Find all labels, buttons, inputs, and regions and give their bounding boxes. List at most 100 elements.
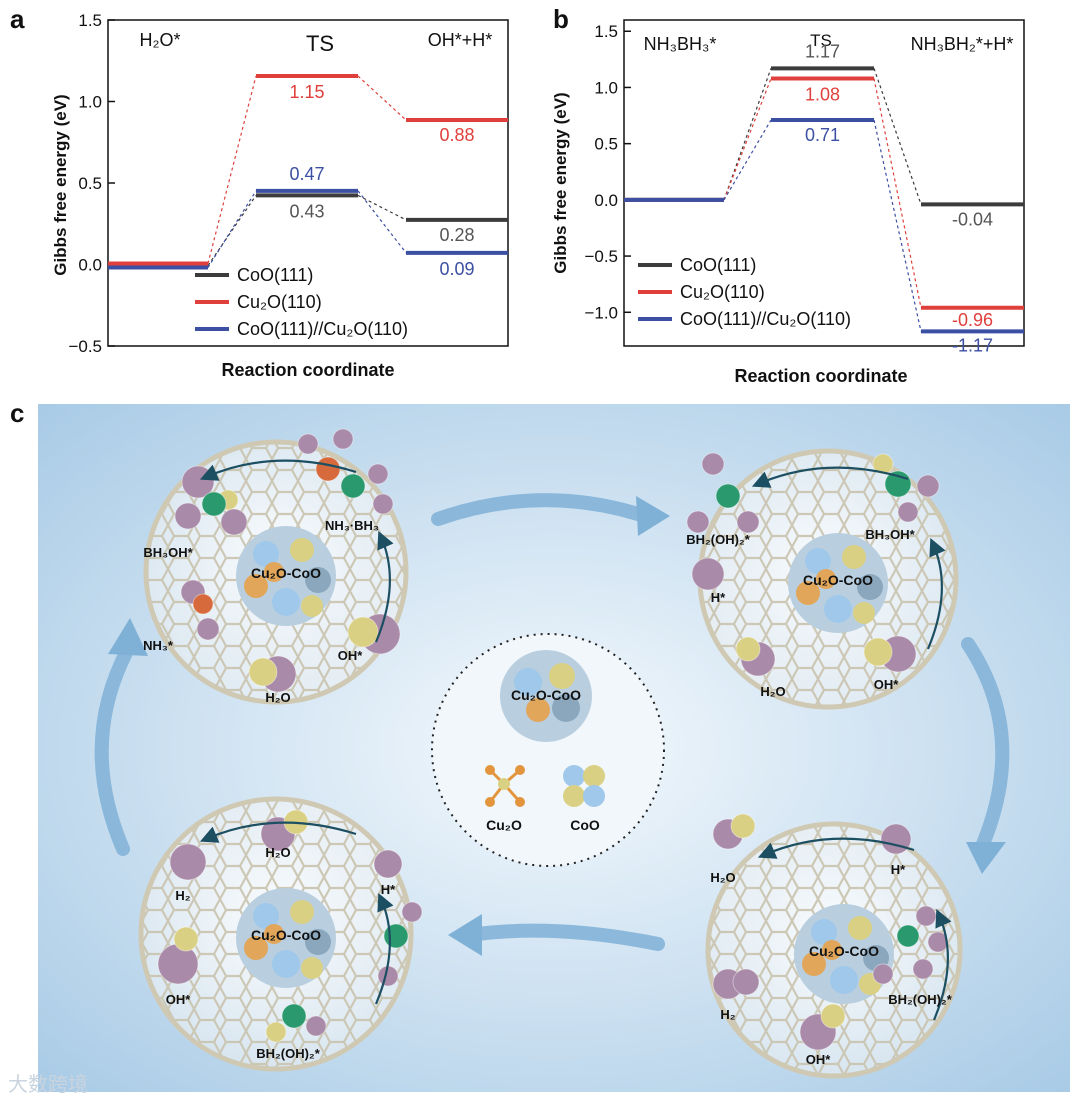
cycle-arrows	[94, 493, 1010, 951]
cluster-atom	[824, 595, 852, 623]
cluster-atom	[805, 548, 831, 574]
connector	[357, 75, 407, 121]
legend-entry: Cu₂O(110)	[237, 292, 322, 312]
cluster-atom	[802, 952, 826, 976]
atom-b	[896, 924, 920, 948]
y-tick-label: 0.0	[78, 256, 102, 275]
connector	[207, 195, 257, 266]
cluster-atom	[796, 581, 820, 605]
atom-b	[281, 1003, 307, 1029]
cluster-atom	[305, 567, 331, 593]
data-label: -0.96	[952, 310, 993, 330]
atom-h	[401, 901, 423, 923]
atom-h	[220, 508, 248, 536]
cluster-atom	[290, 538, 314, 562]
atom-h	[927, 931, 949, 953]
coo-legend-label: CoO	[570, 817, 600, 833]
legend-entry: CoO(111)	[680, 255, 756, 275]
cluster	[794, 904, 894, 1004]
arrow-top	[431, 493, 645, 526]
arrowhead-right	[966, 842, 1006, 874]
chart-b-ylabel: Gibbs free energy (eV)	[551, 92, 570, 273]
data-label: 1.15	[289, 82, 324, 102]
cluster-atom	[305, 929, 331, 955]
cage-tr: Cu₂O-CoO BH₂(OH)₂* BH₃OH* H* H₂O OH*	[686, 448, 959, 710]
atom-h	[701, 452, 725, 476]
cluster-atom	[830, 966, 858, 994]
center-cluster-label: Cu₂O-CoO	[511, 687, 581, 703]
atom-h	[916, 474, 940, 498]
data-label: 1.08	[805, 84, 840, 104]
data-label: 1.17	[805, 41, 840, 61]
atom-h	[872, 963, 894, 985]
atom-b	[383, 923, 409, 949]
chart-b-legend: CoO(111) Cu₂O(110) CoO(111)//Cu₂O(110)	[638, 255, 851, 329]
connector	[873, 68, 922, 205]
arrowhead-top	[636, 496, 670, 536]
y-tick-label: −1.0	[584, 303, 618, 322]
cluster-atom	[272, 950, 300, 978]
cluster	[236, 526, 336, 626]
atom-o	[173, 926, 199, 952]
flow-arrow	[374, 892, 394, 1005]
atom-h	[332, 428, 354, 450]
atom-h	[297, 433, 319, 455]
connector	[873, 119, 922, 332]
species-label: H₂O	[265, 690, 290, 705]
chart-b-stage-1: NH₃BH₃*	[644, 34, 717, 54]
arrow-left	[94, 642, 135, 856]
species-label: H*	[891, 862, 906, 877]
legend-entry: Cu₂O(110)	[680, 282, 765, 302]
atom-b	[715, 483, 741, 509]
chart-a: Gibbs free energy (eV) Reaction coordina…	[51, 11, 509, 380]
series-1: 1.15 0.88	[108, 74, 508, 266]
cluster-atom	[853, 602, 875, 624]
data-label: 0.09	[439, 259, 474, 279]
cluster-atom	[816, 569, 836, 589]
species-label: H₂	[720, 1007, 735, 1022]
chart-b-stage-2: TS	[810, 31, 832, 50]
arrowhead-bottom	[448, 914, 482, 956]
cluster-label: Cu₂O-CoO	[803, 572, 873, 588]
data-label: -0.04	[952, 209, 993, 229]
chart-a-stage-2: TS	[306, 31, 334, 56]
atom-h	[880, 823, 912, 855]
series-2: 0.47 0.09	[108, 164, 508, 279]
chart-b: Gibbs free energy (eV) Reaction coordina…	[551, 19, 1025, 386]
cage-rim	[143, 439, 409, 705]
chart-a-ylabel: Gibbs free energy (eV)	[51, 94, 70, 275]
cage-tl: Cu₂O-CoO BH₃OH* NH₃·BH₃ NH₃* OH* H₂O	[143, 428, 409, 705]
atom-h	[169, 843, 207, 881]
connector	[207, 190, 257, 268]
species-label: NH₃*	[143, 638, 174, 653]
chart-a-axis: −0.5 0.0 0.5 1.0 1.5	[68, 11, 509, 356]
atom-h	[691, 557, 725, 591]
atom-n	[315, 456, 341, 482]
connector	[357, 190, 407, 254]
cluster-label: Cu₂O-CoO	[809, 943, 879, 959]
atom-h	[174, 502, 202, 530]
connector	[723, 68, 772, 201]
data-label: 0.28	[439, 225, 474, 245]
plot-frame	[623, 19, 1025, 347]
data-label: 0.43	[289, 201, 324, 221]
watermark: 大数跨境	[8, 1074, 88, 1096]
chart-a-stage-1: H₂O*	[140, 30, 181, 50]
connector	[207, 75, 257, 264]
data-label: -1.17	[952, 335, 993, 355]
species-label: H₂O	[710, 870, 735, 885]
chart-a-xlabel: Reaction coordinate	[221, 360, 394, 380]
atom-h	[305, 1015, 327, 1037]
atom-h	[373, 849, 403, 879]
cluster-atom	[842, 545, 866, 569]
y-tick-label: 1.0	[78, 93, 102, 112]
y-tick-label: 1.5	[594, 22, 618, 41]
species-label: OH*	[338, 648, 364, 663]
flow-arrow	[926, 537, 946, 650]
connector	[723, 78, 772, 201]
y-tick-label: 0.5	[594, 135, 618, 154]
legend-entry: CoO(111)//Cu₂O(110)	[237, 319, 408, 339]
cages: Cu₂O-CoO BH₃OH* NH₃·BH₃ NH₃* OH* H₂O Cu₂O-CoO B…	[138, 428, 963, 1079]
coo-molecule	[563, 765, 605, 807]
arrowhead-left	[108, 618, 148, 656]
